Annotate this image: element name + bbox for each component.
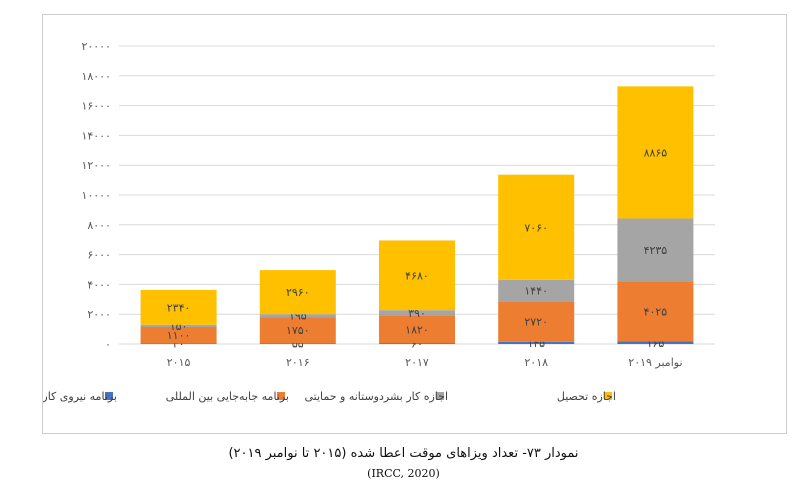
legend-swatch (277, 392, 285, 400)
data-label: ۱۴۴۰ (524, 285, 548, 298)
y-tick-label: ۱۲۰۰۰ (81, 159, 111, 172)
legend-label: برنامه جابه‌جایی بین المللی (166, 390, 289, 403)
x-tick-label: ۲۰۱۶ (286, 356, 310, 369)
data-label: ۲۷۲۰ (524, 316, 548, 329)
bar-segment (498, 174, 575, 280)
bar-segment (379, 240, 455, 311)
bars: ۴۰۱۱۰۰۱۵۰۲۳۴۰۵۵۱۷۵۰۱۹۵۲۹۶۰۶۰۱۸۲۰۳۹۰۴۶۸۰۱… (140, 86, 694, 351)
bar-segment (617, 341, 694, 344)
gridlines (119, 45, 715, 345)
data-label: ۵۵ (292, 338, 304, 351)
bar-segment (140, 289, 217, 325)
x-tick-label: ۲۰۱۷ (405, 356, 429, 369)
bar-segment (617, 218, 694, 282)
legend: برنامه نیروی کار موقت خارجی برنامه جابه‌ج… (43, 390, 616, 403)
y-tick-label: ۱۶۰۰۰ (81, 100, 111, 113)
data-label: ۴۰ (173, 338, 185, 351)
data-label: ۱۸۲۰ (405, 324, 429, 337)
data-label: ۴۶۸۰ (405, 269, 429, 282)
data-label: ۸۸۶۵ (644, 146, 668, 159)
y-tick-label: ۱۸۰۰۰ (81, 70, 111, 83)
y-tick-label: ۱۴۰۰۰ (81, 129, 111, 142)
data-label: ۱۷۵۰ (286, 324, 310, 337)
figure-caption: نمودار ۷۳- تعداد ویزاهای موقت اعطا شده (… (228, 446, 579, 461)
data-label: ۲۳۴۰ (167, 301, 191, 314)
bar-segment (259, 270, 336, 315)
legend-label: اجازه کار بشردوستانه و حمایتی (304, 390, 448, 403)
bar-segment (617, 86, 694, 219)
bar-segment (140, 324, 217, 328)
data-label: ۶۰ (411, 338, 423, 351)
bar-segment (379, 315, 455, 344)
legend-label: اجازه تحصیل (557, 390, 616, 403)
data-label: ۳۹۰ (408, 307, 426, 320)
bar-segment (259, 317, 336, 344)
bar-segment (259, 343, 336, 344)
bar-segment (498, 279, 575, 302)
bar-segment (498, 341, 575, 344)
data-label: ۷۰۶۰ (524, 221, 548, 234)
stacked-bar-chart: ۰ ۲۰۰۰ ۴۰۰۰ ۶۰۰۰ ۸۰۰۰ ۱۰۰۰۰ ۱۲۰۰۰ ۱۴۰۰۰ ۱۶۰۰۰ ۱۸۰… (43, 40, 715, 403)
legend-swatch (604, 392, 612, 400)
data-label: ۴۲۳۵ (644, 244, 668, 257)
y-tick-label: ۱۰۰۰۰ (81, 189, 111, 202)
x-tick-label: ۲۰۱۵ (167, 356, 191, 369)
data-label: ۱۱۰۰ (167, 329, 191, 342)
x-tick-label: ۲۰۱۸ (524, 356, 548, 369)
bar-segment (617, 281, 694, 342)
bar-segment (379, 310, 455, 316)
legend-label: برنامه نیروی کار موقت خارجی (43, 390, 117, 403)
bar-segment (498, 301, 575, 342)
data-label: ۴۰۲۵ (644, 306, 668, 319)
y-tick-label: ۶۰۰۰ (87, 249, 111, 262)
y-tick-label: ۸۰۰۰ (87, 219, 111, 232)
legend-swatch (436, 392, 444, 400)
figure-source: (IRCC, 2020) (367, 467, 440, 480)
y-axis: ۰ ۲۰۰۰ ۴۰۰۰ ۶۰۰۰ ۸۰۰۰ ۱۰۰۰۰ ۱۲۰۰۰ ۱۴۰۰۰ ۱۶۰۰۰ ۱۸۰… (81, 40, 111, 351)
y-tick-label: ۲۰۰۰ (87, 308, 111, 321)
x-axis: ۲۰۱۵ ۲۰۱۶ ۲۰۱۷ ۲۰۱۸ نوامبر ۲۰۱۹ (167, 356, 683, 369)
y-tick-label: ۲۰۰۰۰ (81, 40, 111, 53)
y-tick-label: ۴۰۰۰ (87, 278, 111, 291)
legend-swatch (105, 392, 113, 400)
bar-segment (140, 343, 217, 344)
data-label: ۲۹۶۰ (286, 286, 310, 299)
bar-segment (259, 314, 336, 318)
bar-segment (140, 327, 217, 344)
x-tick-label: نوامبر ۲۰۱۹ (628, 356, 682, 369)
y-tick-label: ۰ (105, 338, 111, 351)
chart-frame: ۰ ۲۰۰۰ ۴۰۰۰ ۶۰۰۰ ۸۰۰۰ ۱۰۰۰۰ ۱۲۰۰۰ ۱۴۰۰۰ ۱۶۰۰۰ ۱۸۰… (42, 14, 787, 434)
bar-segment (379, 343, 455, 344)
